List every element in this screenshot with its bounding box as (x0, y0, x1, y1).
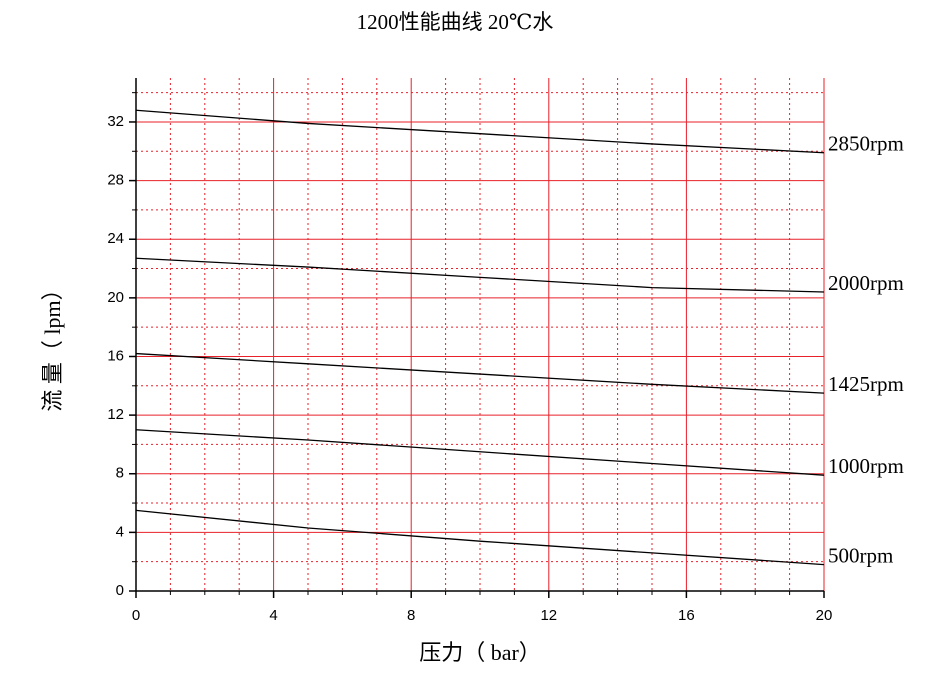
y-tick-label: 16 (107, 347, 124, 364)
series-line (135, 509, 825, 566)
y-tick-label: 4 (116, 523, 124, 540)
series-line (135, 109, 825, 154)
y-tick-label: 28 (107, 172, 124, 189)
x-tick-label: 4 (269, 607, 277, 624)
series-label: 2850rpm (828, 132, 904, 156)
series-label: 1425rpm (828, 372, 904, 396)
y-axis-label: 流 量（ lpm） (40, 278, 65, 411)
x-tick-label: 16 (678, 607, 695, 624)
series-line (135, 257, 825, 293)
x-tick-label: 12 (540, 607, 557, 624)
x-tick-label: 0 (132, 607, 140, 624)
y-tick-label: 0 (116, 582, 124, 599)
series-label: 500rpm (828, 543, 893, 567)
series-label: 1000rpm (828, 454, 904, 478)
y-tick-label: 24 (107, 230, 124, 247)
y-tick-label: 20 (107, 289, 124, 306)
series-line (135, 429, 825, 476)
y-tick-label: 12 (107, 406, 124, 423)
y-tick-label: 8 (116, 465, 124, 482)
x-tick-label: 8 (407, 607, 415, 624)
series-label: 2000rpm (828, 271, 904, 295)
x-tick-label: 20 (816, 607, 833, 624)
x-axis-label: 压力（ bar） (419, 640, 541, 665)
series-line (135, 352, 825, 394)
y-tick-label: 32 (107, 113, 124, 130)
chart-title: 1200性能曲线 20℃水 (357, 10, 554, 34)
